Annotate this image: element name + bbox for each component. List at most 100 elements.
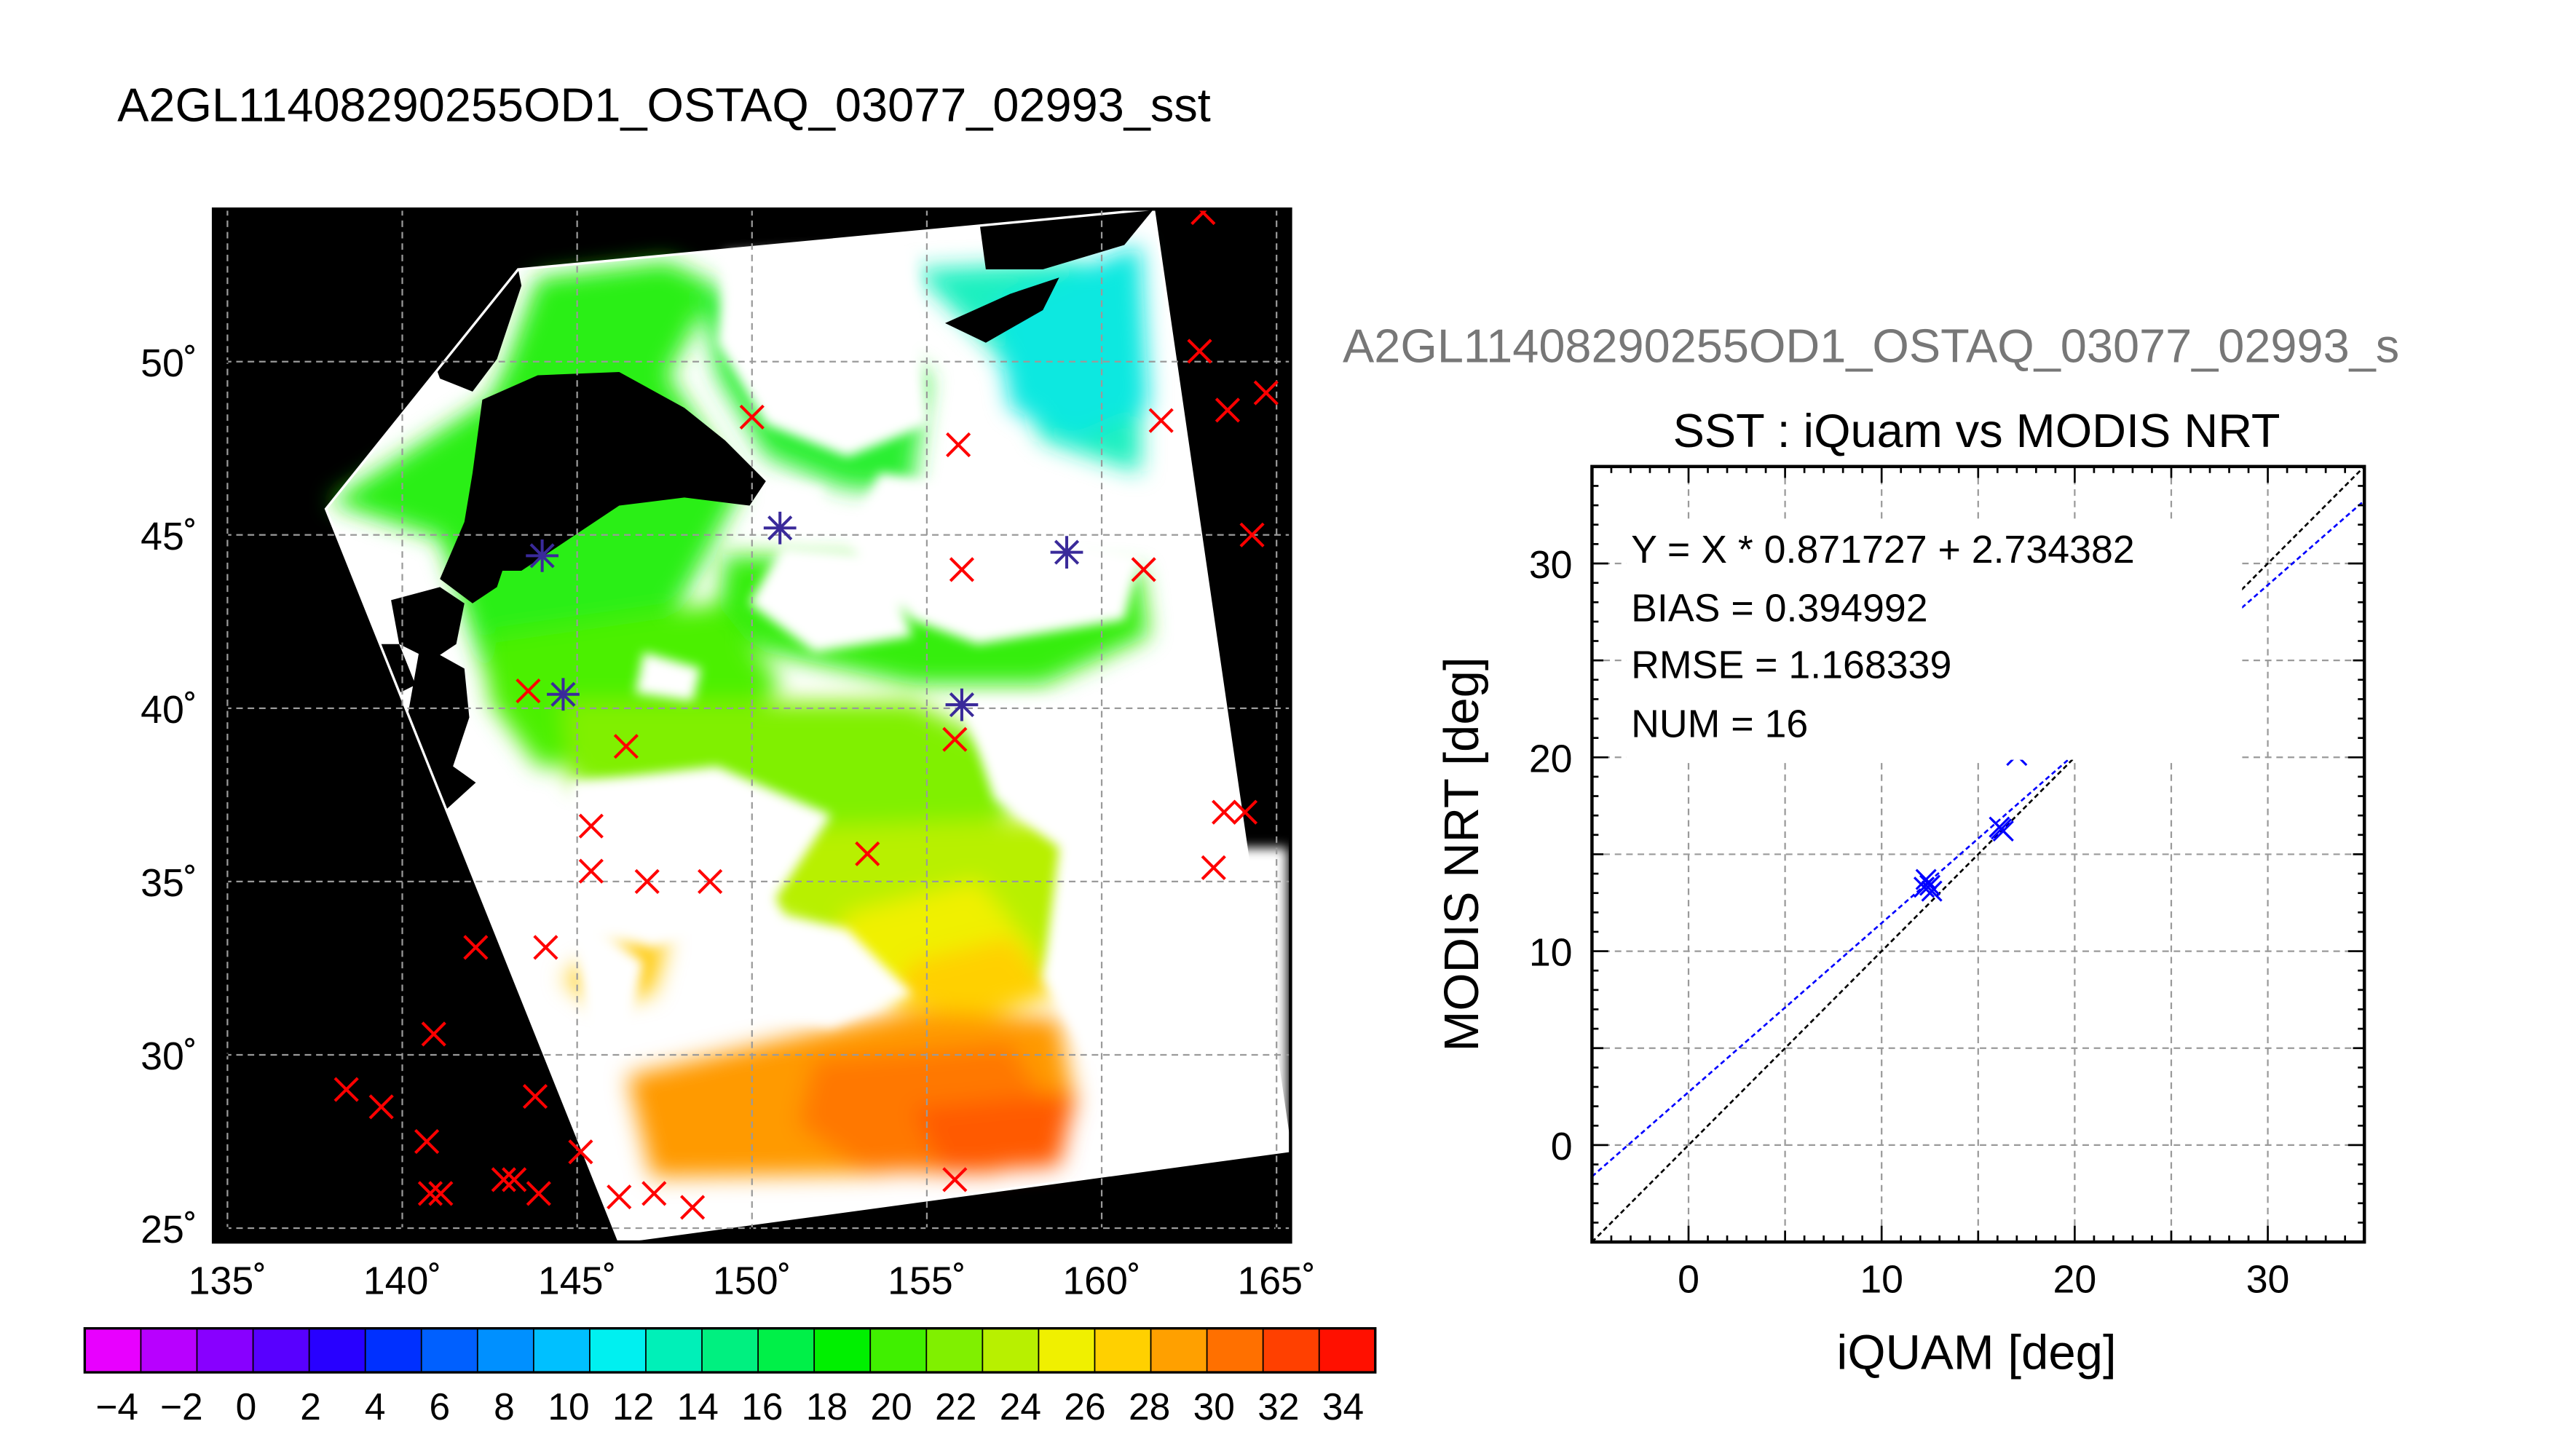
in-situ-marker	[417, 1181, 443, 1206]
in-situ-marker	[502, 1167, 527, 1192]
colorbar-segment	[477, 1328, 535, 1373]
in-situ-marker	[491, 1167, 516, 1192]
map-grid	[213, 209, 1291, 1243]
matchup-marker	[547, 678, 580, 711]
colorbar-segment	[702, 1328, 759, 1373]
in-situ-marker	[421, 1021, 446, 1047]
colorbar-label: 0	[236, 1385, 257, 1428]
colorbar-segment	[1319, 1328, 1377, 1373]
scatter-y-tick-label: 20	[1529, 737, 1573, 780]
in-situ-marker	[526, 1181, 551, 1206]
scatter-x-tick-label: 0	[1678, 1257, 1699, 1301]
map-y-tick-label: 30˚	[141, 1034, 197, 1078]
in-situ-marker	[855, 841, 880, 866]
map-x-tick-label: 145˚	[538, 1259, 616, 1303]
colorbar-segment	[309, 1328, 367, 1373]
colorbar-label: −2	[160, 1385, 203, 1428]
in-situ-marker	[641, 1181, 667, 1206]
in-situ-marker	[942, 727, 968, 752]
map-x-tick-label: 160˚	[1062, 1259, 1140, 1303]
in-situ-marker	[739, 404, 765, 430]
in-situ-marker	[634, 869, 660, 894]
scatter-x-tick-label: 20	[2053, 1257, 2097, 1301]
in-situ-marker	[333, 1077, 359, 1102]
colorbar-segment	[1150, 1328, 1208, 1373]
scatter-point	[1919, 874, 1941, 896]
in-situ-marker	[613, 734, 639, 759]
scatter-y-tick-label: 10	[1529, 931, 1573, 975]
in-situ-marker	[578, 813, 604, 839]
colorbar-segment	[141, 1328, 198, 1373]
matchup-cross	[1054, 539, 1080, 565]
colorbar-label: 2	[300, 1385, 321, 1428]
colorbar-segment	[253, 1328, 310, 1373]
scatter-y-tick-label: 30	[1529, 543, 1573, 587]
matchup-cross	[949, 692, 975, 718]
scatter-x-tick-label: 30	[2246, 1257, 2290, 1301]
scatter-title: SST : iQuam vs MODIS NRT	[1673, 404, 2280, 457]
in-situ-marker	[1215, 397, 1241, 423]
identity-line	[1592, 466, 2365, 1243]
page-title: A2GL11408290255OD1_OSTAQ_03077_02993_sst	[117, 78, 1211, 131]
scatter-stats: Y = X * 0.871727 + 2.734382 BIAS = 0.394…	[1626, 518, 2243, 760]
colorbar-segment	[1094, 1328, 1152, 1373]
colorbar-segment	[758, 1328, 816, 1373]
in-situ-marker	[942, 1167, 968, 1192]
matchup-marker	[1050, 536, 1083, 569]
colorbar-segment	[1207, 1328, 1264, 1373]
colorbar-segment	[926, 1328, 984, 1373]
colorbar-segment	[197, 1328, 254, 1373]
matchup-marker	[945, 688, 979, 721]
stat-num: NUM = 16	[1631, 702, 1808, 745]
colorbar-label: 24	[1000, 1385, 1041, 1428]
in-situ-marker	[463, 935, 489, 960]
matchup-cross	[550, 681, 576, 707]
scatter-point	[1921, 880, 1943, 902]
matchup-marker	[763, 511, 797, 545]
colorbar-segment	[1263, 1328, 1321, 1373]
scatter-file-title: A2GL11408290255OD1_OSTAQ_03077_02993_s	[1343, 320, 2399, 373]
colorbar-segment	[84, 1328, 142, 1373]
in-situ-marker	[1212, 799, 1237, 825]
in-situ-marker	[1131, 557, 1156, 582]
stat-rmse: RMSE = 1.168339	[1631, 644, 1951, 687]
colorbar-label: 32	[1257, 1385, 1299, 1428]
in-situ-marker	[946, 432, 971, 458]
in-situ-marker	[578, 858, 604, 884]
cloud-cover	[570, 245, 1287, 1142]
in-situ-marker	[1239, 522, 1265, 547]
map-x-tick-label: 165˚	[1237, 1259, 1315, 1303]
map-y-tick-label: 50˚	[141, 341, 197, 385]
in-situ-marker	[533, 935, 558, 960]
matchup-marker	[526, 539, 558, 572]
scatter-point	[1991, 818, 2013, 840]
colorbar-label: 6	[429, 1385, 450, 1428]
colorbar-segment	[365, 1328, 423, 1373]
in-situ-marker	[568, 1139, 593, 1165]
map-axis-ticks: 135˚ 140˚ 145˚ 150˚ 155˚ 160˚ 165˚ 25˚ 30˚ 35˚ 40˚…	[141, 341, 1316, 1303]
sst-map: 135˚ 140˚ 145˚ 150˚ 155˚ 160˚ 165˚ 25˚ 30˚ 35˚ 40˚…	[141, 207, 1316, 1303]
scatter-axis-ticks: 0 10 20 30 0 10 20 30	[1529, 465, 2366, 1301]
in-situ-marker	[1253, 380, 1279, 405]
in-situ-marker	[1148, 408, 1174, 433]
in-situ-marker	[1201, 855, 1226, 880]
scatter-x-tick-label: 10	[1860, 1257, 1903, 1301]
colorbar-frame	[83, 1326, 1377, 1374]
colorbar-label: 10	[548, 1385, 589, 1428]
in-situ-marker	[368, 1094, 394, 1120]
colorbar-label: 12	[612, 1385, 654, 1428]
colorbar-label: 30	[1193, 1385, 1235, 1428]
colorbar-segment	[1038, 1328, 1096, 1373]
in-situ-marker	[1232, 799, 1258, 825]
in-situ-marker	[428, 1181, 454, 1206]
colorbar-label: 22	[935, 1385, 976, 1428]
map-y-tick-label: 45˚	[141, 515, 197, 558]
colorbar-segment	[589, 1328, 647, 1373]
map-y-tick-label: 40˚	[141, 688, 197, 732]
scatter-plot: SST : iQuam vs MODIS NRT 0 10 20 300102030 …	[1434, 404, 2366, 1380]
colorbar-label: −4	[95, 1385, 138, 1428]
colorbar-segment	[814, 1328, 872, 1373]
in-situ-marker	[414, 1128, 440, 1155]
scatter-y-tick-label: 0	[1551, 1125, 1573, 1168]
map-x-tick-label: 140˚	[363, 1259, 441, 1303]
